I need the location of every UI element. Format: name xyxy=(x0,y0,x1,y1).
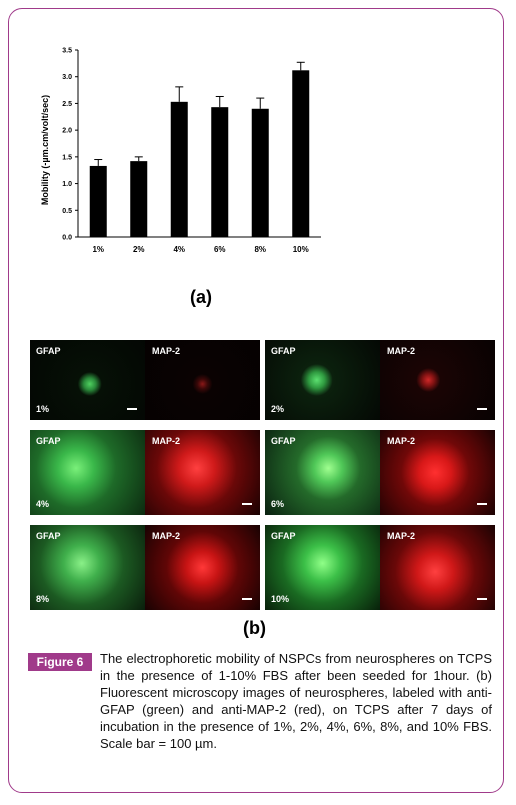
y-tick-label: 3.5 xyxy=(62,48,72,55)
bar xyxy=(292,70,310,237)
gfap-label: GFAP xyxy=(36,436,61,446)
figure-number-badge: Figure 6 xyxy=(28,653,92,671)
gfap-image xyxy=(265,430,380,515)
gfap-label: GFAP xyxy=(271,436,296,446)
micrograph-tile: GFAP MAP-2 2% xyxy=(265,340,495,420)
y-axis-label: Mobility (-µm.cm/volt/sec) xyxy=(40,95,50,205)
fbs-percent-label: 10% xyxy=(271,594,290,604)
map2-label: MAP-2 xyxy=(152,531,181,541)
map2-image xyxy=(145,525,260,610)
x-tick-label: 4% xyxy=(173,245,185,254)
gfap-label: GFAP xyxy=(271,346,296,356)
y-tick-label: 1.5 xyxy=(62,154,72,161)
fbs-percent-label: 6% xyxy=(271,499,285,509)
map2-image xyxy=(145,340,260,420)
fbs-percent-label: 1% xyxy=(36,404,50,414)
panel-b-label: (b) xyxy=(243,618,266,638)
y-tick-label: 0.5 xyxy=(62,208,72,215)
chart-svg: Mobility (-µm.cm/volt/sec) 0.0 0.5 1.0 1.5 2… xyxy=(40,48,321,254)
micrograph-tile: GFAP MAP-2 8% xyxy=(30,525,260,610)
scale-bar xyxy=(477,598,487,600)
bar xyxy=(130,161,148,237)
map2-label: MAP-2 xyxy=(152,436,181,446)
scale-bar xyxy=(242,598,252,600)
bar xyxy=(211,107,229,237)
map2-label: MAP-2 xyxy=(152,346,181,356)
gfap-label: GFAP xyxy=(271,531,296,541)
gfap-image xyxy=(265,525,380,610)
scale-bar xyxy=(477,408,487,410)
map2-image xyxy=(380,340,495,420)
x-tick-label: 8% xyxy=(254,245,266,254)
fbs-percent-label: 4% xyxy=(36,499,50,509)
fbs-percent-label: 8% xyxy=(36,594,50,604)
figure-frame xyxy=(8,8,504,793)
scale-bar xyxy=(242,503,252,505)
micrograph-grid: GFAP MAP-2 1% GFAP MAP-2 2% GFAP MAP-2 4… xyxy=(30,340,495,610)
map2-label: MAP-2 xyxy=(387,436,416,446)
micrograph-tile: GFAP MAP-2 10% xyxy=(265,525,495,610)
gfap-label: GFAP xyxy=(36,531,61,541)
bar xyxy=(170,101,188,237)
gfap-image xyxy=(30,340,145,420)
y-tick-label: 0.0 xyxy=(62,235,72,242)
gfap-label: GFAP xyxy=(36,346,61,356)
fbs-percent-label: 2% xyxy=(271,404,285,414)
x-tick-label: 6% xyxy=(214,245,226,254)
x-tick-label: 10% xyxy=(293,245,309,254)
gfap-image xyxy=(30,430,145,515)
gfap-image xyxy=(30,525,145,610)
bar xyxy=(251,108,269,238)
micrograph-tile: GFAP MAP-2 1% xyxy=(30,340,260,420)
micrograph-tile: GFAP MAP-2 6% xyxy=(265,430,495,515)
x-tick-label: 2% xyxy=(133,245,145,254)
mobility-bar-chart: Mobility (-µm.cm/volt/sec) 0.0 0.5 1.0 1.5 2… xyxy=(36,40,326,270)
caption-text: The electrophoretic mobility of NSPCs fr… xyxy=(100,651,492,751)
y-tick-label: 2.0 xyxy=(62,128,72,135)
micrograph-tile: GFAP MAP-2 4% xyxy=(30,430,260,515)
scale-bar xyxy=(477,503,487,505)
y-tick-label: 3.0 xyxy=(62,74,72,81)
scale-bar xyxy=(127,408,137,410)
map2-image xyxy=(145,430,260,515)
x-tick-label: 1% xyxy=(92,245,104,254)
panel-a-label: (a) xyxy=(190,287,212,307)
map2-label: MAP-2 xyxy=(387,531,416,541)
map2-image xyxy=(380,525,495,610)
bar xyxy=(89,165,107,237)
y-tick-label: 2.5 xyxy=(62,101,72,108)
gfap-image xyxy=(265,340,380,420)
y-tick-label: 1.0 xyxy=(62,181,72,188)
map2-label: MAP-2 xyxy=(387,346,416,356)
map2-image xyxy=(380,430,495,515)
